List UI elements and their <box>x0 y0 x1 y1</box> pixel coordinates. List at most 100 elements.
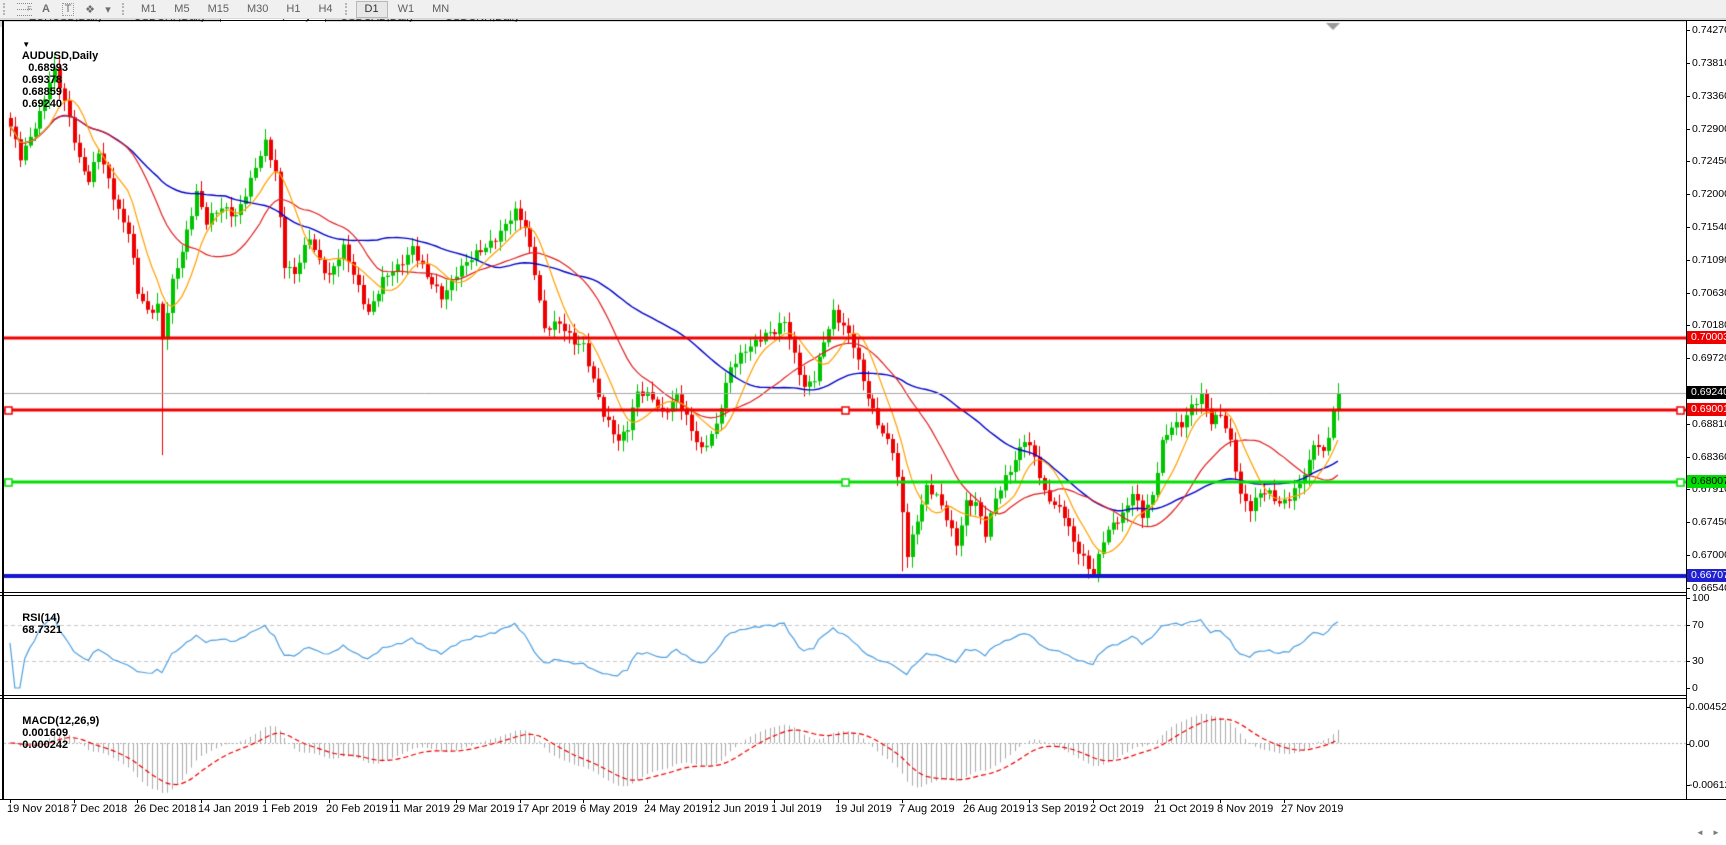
macd-tickmark <box>1686 785 1690 786</box>
chart-title: ▼ AUDUSD,Daily 0.68993 0.69378 0.68859 0… <box>10 26 98 122</box>
price-tickmark <box>1686 63 1690 65</box>
date-tickmark <box>1093 800 1094 803</box>
price-tickmark <box>1686 259 1690 261</box>
price-tickmark <box>1686 489 1690 491</box>
chart-title-symbol: AUDUSD,Daily <box>21 50 99 62</box>
arrows-tool-icon[interactable]: ❖ <box>85 3 95 16</box>
price-tickmark <box>1686 30 1690 31</box>
tab-scroll-left-icon[interactable]: ◄ <box>1696 828 1704 837</box>
timeframe-button-m15[interactable]: M15 <box>207 3 229 15</box>
ohlc-low: 0.68859 <box>22 86 62 98</box>
price-tickmark <box>1686 128 1690 130</box>
price-tickmark <box>1686 554 1690 556</box>
date-label: 26 Aug 2019 <box>963 803 1025 815</box>
rsi-indicator-canvas[interactable] <box>4 596 1686 695</box>
rsi-tick-label: 70 <box>1692 619 1704 631</box>
timeframe-button-w1[interactable]: W1 <box>397 3 415 15</box>
date-label: 29 Mar 2019 <box>453 803 515 815</box>
label-tool-icon[interactable]: A <box>42 3 50 15</box>
price-tickmark <box>1686 193 1690 195</box>
date-label: 20 Feb 2019 <box>326 803 388 815</box>
timeframe-button-d1[interactable]: D1 <box>355 0 388 18</box>
timeframe-button-h4[interactable]: H4 <box>318 3 333 15</box>
date-label: 12 Jun 2019 <box>708 803 769 815</box>
toolbar-grip[interactable] <box>3 3 10 15</box>
date-label: 14 Jan 2019 <box>198 803 259 815</box>
timeframe-button-m30[interactable]: M30 <box>246 3 269 15</box>
date-tickmark <box>456 800 457 803</box>
macd-indicator-canvas[interactable] <box>4 699 1686 799</box>
price-tickmark <box>1686 325 1690 327</box>
macd-name: MACD(12,26,9) <box>22 715 100 727</box>
date-tickmark <box>1029 800 1030 803</box>
date-axis[interactable] <box>0 800 1726 819</box>
timeframe-button-mn[interactable]: MN <box>432 3 450 15</box>
date-label: 27 Nov 2019 <box>1281 803 1344 815</box>
main-pane-bottom-border <box>0 592 1726 593</box>
price-tickmark <box>1686 456 1690 458</box>
date-label: 7 Dec 2018 <box>71 803 128 815</box>
rsi-label: RSI(14) 68.7321 <box>10 600 62 648</box>
toolbar-grip-2[interactable] <box>122 3 129 15</box>
date-label: 19 Jul 2019 <box>835 803 892 815</box>
date-tickmark <box>838 800 839 803</box>
left-border <box>2 20 4 800</box>
price-line-label-0.69240: 0.69240 <box>1687 386 1726 400</box>
ohlc-close: 0.69240 <box>22 98 62 110</box>
macd-tickmark <box>1686 707 1690 708</box>
tab-scroll-right-icon[interactable]: ► <box>1712 828 1720 837</box>
price-tickmark <box>1686 522 1690 524</box>
price-tickmark <box>1686 227 1690 229</box>
date-tickmark <box>1284 800 1285 803</box>
price-axis-border <box>1686 20 1687 800</box>
date-tickmark <box>265 800 266 803</box>
ohlc-high: 0.69378 <box>22 74 62 86</box>
date-tickmark <box>902 800 903 803</box>
price-line-label-0.70003: 0.70003 <box>1687 331 1726 345</box>
macd-tick-label: 0.00 <box>1689 738 1710 750</box>
price-tickmark <box>1686 292 1690 294</box>
date-tickmark <box>74 800 75 803</box>
ohlc-open: 0.68993 <box>28 62 68 74</box>
timeframe-button-m1[interactable]: M1 <box>141 3 157 15</box>
date-tickmark <box>201 800 202 803</box>
date-tickmark <box>711 800 712 803</box>
price-tickmark <box>1686 588 1690 589</box>
timeframe-group: M1 M5 M15 M30 H1 H4 D1 W1 MN <box>132 0 458 18</box>
timeframe-separator <box>344 3 352 15</box>
arrows-dropdown-caret-icon[interactable]: ▾ <box>105 3 111 16</box>
date-label: 8 Nov 2019 <box>1217 803 1274 815</box>
rsi-tickmark <box>1686 598 1690 599</box>
date-label: 7 Aug 2019 <box>899 803 955 815</box>
text-tool-icon[interactable]: T <box>59 1 77 17</box>
price-line-label-0.69001: 0.69001 <box>1687 403 1726 417</box>
date-tickmark <box>10 800 11 803</box>
macd-tickmark <box>1686 744 1690 745</box>
main-chart-canvas[interactable] <box>4 22 1686 591</box>
rsi-tickmark <box>1686 688 1690 689</box>
date-tickmark <box>520 800 521 803</box>
fibonacci-tool-icon[interactable]: F <box>15 1 33 17</box>
symbol-collapse-icon[interactable]: ▼ <box>22 40 31 49</box>
date-label: 13 Sep 2019 <box>1026 803 1089 815</box>
date-label: 2 Oct 2019 <box>1090 803 1144 815</box>
date-tickmark <box>774 800 775 803</box>
date-tickmark <box>137 800 138 803</box>
timeframe-button-h1[interactable]: H1 <box>286 3 301 15</box>
macd-label: MACD(12,26,9) 0.001609 0.000242 <box>10 703 99 763</box>
rsi-tickmark <box>1686 625 1690 626</box>
timeframe-button-m5[interactable]: M5 <box>174 3 190 15</box>
date-label: 6 May 2019 <box>580 803 638 815</box>
rsi-name: RSI(14) <box>22 612 61 624</box>
